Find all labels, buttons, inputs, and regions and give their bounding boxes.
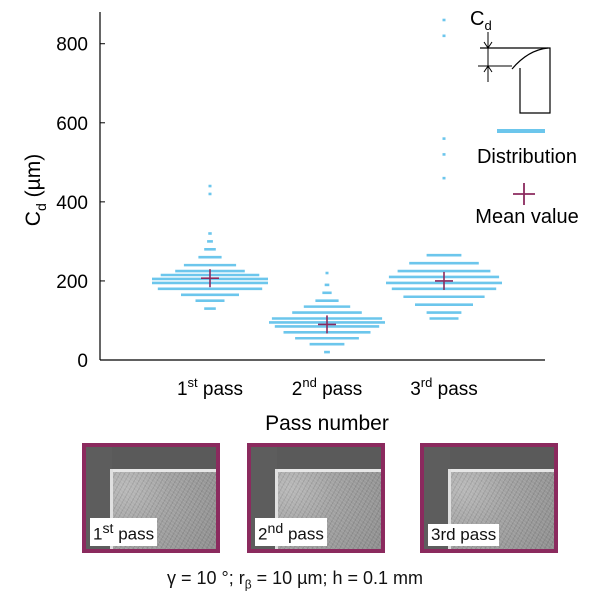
x-axis-label: Pass number [265, 412, 389, 435]
x-tick-label: 2nd pass [292, 375, 362, 400]
micrograph-panel-2: 2nd pass [247, 443, 385, 553]
legend-inset-sketch [511, 47, 549, 70]
y-tick-label: 0 [77, 351, 88, 372]
legend-inset-sketch [480, 47, 551, 114]
legend-mean-label: Mean value [475, 206, 578, 228]
panel-3-label: 3rd pass [428, 524, 500, 546]
legend-distribution-label: Distribution [477, 146, 577, 168]
y-axis-label: Cd (µm) [22, 154, 49, 226]
legend-inset-arrow [483, 65, 493, 73]
y-tick-label: 400 [56, 193, 88, 214]
x-tick-label: 3rd pass [410, 375, 478, 400]
micrograph-panel-3: 3rd pass [420, 443, 558, 553]
micrograph-panel-1: 1st pass [82, 443, 220, 553]
y-tick-label: 800 [56, 35, 88, 56]
panel-1-label: 1st pass [90, 518, 158, 546]
legend-inset-arrow [483, 41, 493, 49]
panel-2-label: 2nd pass [255, 518, 327, 546]
legend-inset-label: Cd [470, 8, 492, 33]
parameters-caption: γ = 10 °; rβ = 10 µm; h = 0.1 mm [166, 568, 424, 592]
y-tick-label: 200 [56, 272, 88, 293]
chart: 0 200 400 600 800 Cd (µm) 1st pass 2nd pass 3rd … [22, 8, 579, 435]
y-tick-label: 600 [56, 114, 88, 135]
x-tick-label: 1st pass [177, 375, 243, 400]
